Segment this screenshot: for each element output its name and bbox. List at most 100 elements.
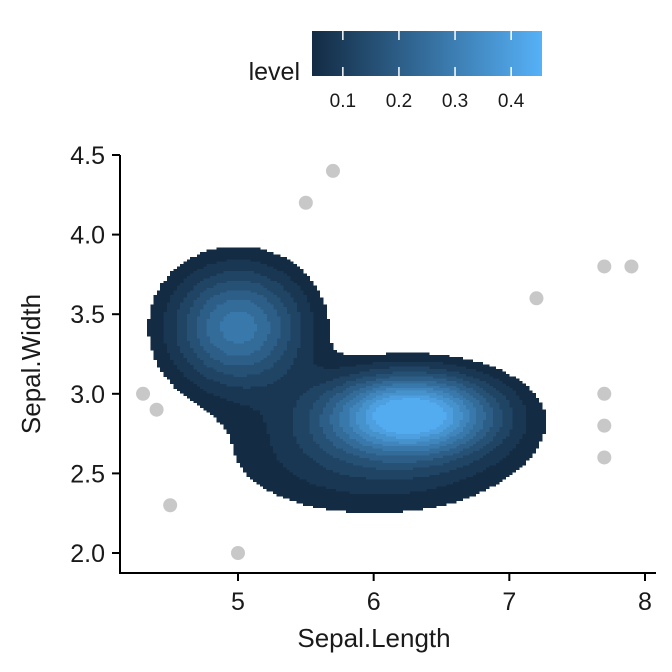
density-cell <box>156 361 175 365</box>
density-cell <box>193 350 208 354</box>
density-cell <box>302 450 327 454</box>
density-cell <box>289 275 311 279</box>
density-cell <box>369 457 434 461</box>
density-cell <box>196 333 208 337</box>
density-cell <box>256 292 274 296</box>
density-cell <box>312 342 334 346</box>
density-cell <box>375 421 443 425</box>
density-cell <box>166 350 181 354</box>
density-cell <box>478 457 503 461</box>
density-cell <box>200 280 228 284</box>
y-tick-label: 4.0 <box>70 222 105 250</box>
density-cell <box>269 366 291 370</box>
density-cell <box>419 435 440 439</box>
density-cell <box>163 311 178 315</box>
density-cell <box>150 347 168 351</box>
density-cell <box>349 474 430 478</box>
density-cell <box>266 316 281 320</box>
density-cell <box>475 369 503 373</box>
density-cell <box>156 359 175 363</box>
density-cell <box>356 416 367 420</box>
density-cell <box>372 440 400 444</box>
density-cell <box>319 419 331 423</box>
density-cell <box>259 483 317 487</box>
density-cell <box>455 426 463 430</box>
density-cell <box>432 388 450 392</box>
density-cell <box>219 326 258 330</box>
density-cell <box>462 455 483 459</box>
density-cell <box>412 467 457 471</box>
density-cell <box>163 280 185 284</box>
density-cell <box>166 307 181 311</box>
density-cell <box>339 416 351 420</box>
density-band <box>366 395 453 439</box>
density-cell <box>359 447 384 451</box>
density-cell <box>458 478 503 482</box>
density-cell <box>269 433 294 437</box>
density-cell <box>439 435 450 439</box>
density-cell <box>266 424 294 428</box>
density-cell <box>429 474 473 478</box>
density-cell <box>375 419 443 423</box>
density-cell <box>296 309 311 313</box>
density-cell <box>293 428 311 432</box>
density-band <box>219 311 477 451</box>
density-cell <box>525 407 543 411</box>
density-cell <box>150 342 168 346</box>
density-cell <box>299 330 314 334</box>
density-cell <box>289 318 301 322</box>
density-cell <box>505 455 533 459</box>
density-cell <box>289 326 301 330</box>
density-cell <box>336 402 347 406</box>
density-cell <box>312 350 337 354</box>
density-cell <box>462 428 470 432</box>
density-cell <box>296 438 314 442</box>
density-cell <box>186 316 198 320</box>
density-cell <box>445 443 460 447</box>
density-cell <box>153 352 171 356</box>
density-cell <box>452 400 463 404</box>
density-cell <box>435 381 457 385</box>
density-cell <box>293 471 341 475</box>
density-cell <box>163 335 178 339</box>
density-cell <box>286 311 301 315</box>
density-cell <box>382 393 437 396</box>
density-cell <box>239 462 284 466</box>
density-cell <box>170 297 185 301</box>
density-cell <box>206 330 224 334</box>
density-cell <box>312 404 327 408</box>
density-cell <box>525 419 546 423</box>
density-cell <box>176 321 188 325</box>
density-cell <box>468 409 477 413</box>
density-cell <box>283 304 297 308</box>
density-cell <box>263 419 294 423</box>
density-cell <box>312 457 341 461</box>
density-cell <box>186 314 201 318</box>
density-cell <box>249 352 271 356</box>
density-cell <box>246 311 264 315</box>
density-cell <box>293 280 314 284</box>
density-cell <box>372 383 394 387</box>
density-cell <box>316 483 447 487</box>
density-cell <box>289 321 301 325</box>
density-cell <box>236 455 278 459</box>
density-cell <box>478 378 500 382</box>
density-cell <box>276 457 314 461</box>
density-cell <box>375 467 414 471</box>
density-cell <box>173 268 198 272</box>
density-cell <box>279 283 297 287</box>
density-cell <box>156 290 175 294</box>
density-cell <box>266 264 297 268</box>
data-point <box>298 195 313 210</box>
density-cell <box>213 378 278 382</box>
density-cell <box>432 376 457 380</box>
density-cell <box>299 328 314 332</box>
density-cell <box>170 378 191 382</box>
density-cell <box>296 404 314 408</box>
density-cell <box>193 347 204 351</box>
density-cell <box>219 421 268 425</box>
density-cell <box>372 388 387 392</box>
density-cell <box>462 435 473 439</box>
density-cell <box>176 285 195 289</box>
density-cell <box>468 428 480 432</box>
